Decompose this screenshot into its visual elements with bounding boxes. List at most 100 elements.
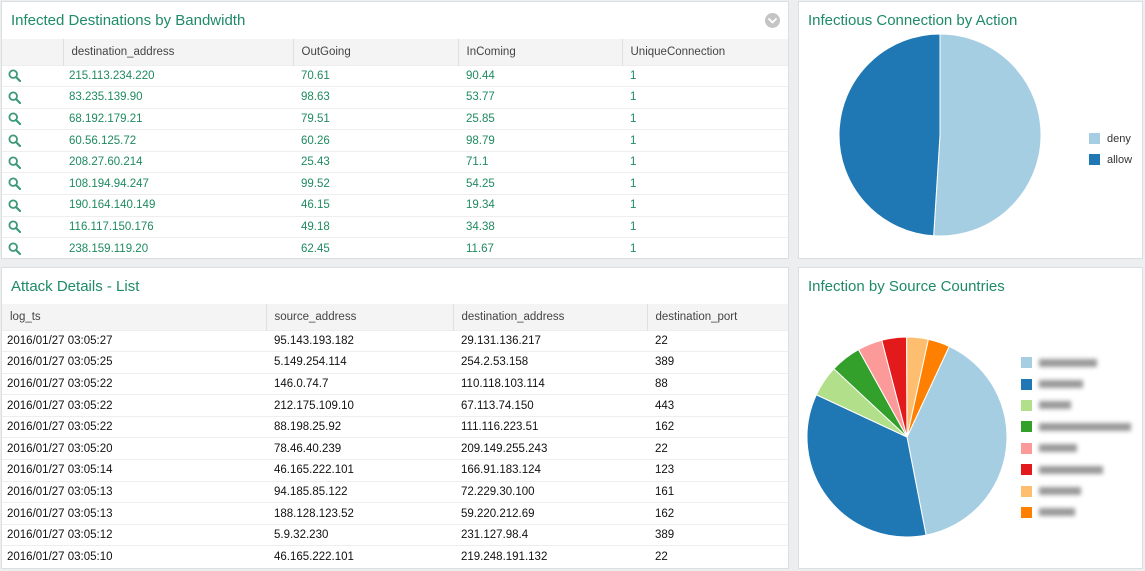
cell-destination-address: 111.116.223.51 <box>453 415 647 438</box>
cell-incoming: 53.77 <box>458 86 622 109</box>
cell-destination-address: 231.127.98.4 <box>453 523 647 546</box>
search-icon[interactable] <box>8 242 21 256</box>
cell-outgoing: 98.63 <box>293 86 458 109</box>
table-row: 60.56.125.72 60.26 98.79 1 <box>2 129 788 152</box>
legend-item-allow[interactable]: allow <box>1089 149 1132 170</box>
table-row: 2016/01/27 03:05:14 46.165.222.101 166.91.… <box>2 459 788 482</box>
search-icon[interactable] <box>8 177 21 191</box>
row-drilldown[interactable] <box>2 150 63 173</box>
bandwidth-panel-title: Infected Destinations by Bandwidth <box>11 12 246 29</box>
cell-destination-address: 209.149.255.243 <box>453 437 647 460</box>
cell-log-ts: 2016/01/27 03:05:14 <box>2 459 266 482</box>
cell-source-address: 212.175.109.10 <box>266 394 453 417</box>
cell-uniqueconnection: 1 <box>622 129 788 152</box>
row-drilldown[interactable] <box>2 172 63 195</box>
search-icon[interactable] <box>8 156 21 169</box>
cell-outgoing: 46.15 <box>293 194 458 217</box>
legend-item[interactable] <box>1021 416 1131 437</box>
legend-item[interactable] <box>1021 352 1131 373</box>
cell-destination-address: 72.229.30.100 <box>453 480 647 503</box>
cell-log-ts: 2016/01/27 03:05:27 <box>2 329 266 352</box>
row-drilldown[interactable] <box>2 64 63 87</box>
action-panel-title: Infectious Connection by Action <box>808 12 1018 29</box>
row-drilldown[interactable] <box>2 129 63 152</box>
cell-outgoing: 25.43 <box>293 150 458 173</box>
cell-source-address: 5.9.32.230 <box>266 523 453 546</box>
legend-swatch <box>1021 442 1032 454</box>
row-drilldown[interactable] <box>2 237 63 258</box>
column-header-uniqueconnection[interactable]: UniqueConnection <box>621 39 788 65</box>
legend-item-deny[interactable]: deny <box>1089 128 1132 149</box>
pie-slice-1[interactable] <box>806 394 927 538</box>
legend-item[interactable] <box>1021 480 1131 501</box>
search-icon[interactable] <box>8 220 21 234</box>
cell-source-address: 94.185.85.122 <box>266 480 453 503</box>
cell-destination-port: 88 <box>647 372 788 395</box>
search-icon[interactable] <box>8 134 21 148</box>
cell-incoming: 71.1 <box>458 150 622 173</box>
table-row: 208.27.60.214 25.43 71.1 1 <box>2 150 788 173</box>
row-drilldown[interactable] <box>2 86 63 109</box>
cell-destination-port: 22 <box>647 329 788 352</box>
pie-slice-7[interactable] <box>906 338 950 438</box>
cell-outgoing: 99.52 <box>293 172 458 195</box>
column-header-outgoing[interactable]: OutGoing <box>292 39 458 65</box>
row-drilldown[interactable] <box>2 215 63 238</box>
cell-destination-port: 389 <box>647 351 788 374</box>
countries-panel-title: Infection by Source Countries <box>808 278 1005 295</box>
attack-panel-title: Attack Details - List <box>11 278 140 295</box>
cell-uniqueconnection: 1 <box>622 172 788 195</box>
column-header-source-address[interactable]: source_address <box>265 304 453 330</box>
search-icon[interactable] <box>8 199 21 212</box>
cell-incoming: 19.34 <box>458 194 622 217</box>
legend-item[interactable] <box>1021 395 1131 416</box>
legend-swatch <box>1089 154 1100 165</box>
legend-label: deny <box>1107 132 1131 145</box>
pie-slice-allow[interactable] <box>838 33 941 237</box>
table-row: 2016/01/27 03:05:22 146.0.74.7 110.118.103… <box>2 372 788 395</box>
search-icon[interactable] <box>8 69 21 83</box>
chevron-down-icon[interactable] <box>765 13 780 28</box>
action-legend: deny allow <box>1089 128 1132 170</box>
legend-item[interactable] <box>1021 438 1131 459</box>
pie-slice-deny[interactable] <box>933 33 1042 237</box>
icon-column-header <box>2 39 63 65</box>
cell-destination-port: 162 <box>647 502 788 525</box>
cell-outgoing: 79.51 <box>293 107 458 130</box>
row-drilldown[interactable] <box>2 107 63 130</box>
cell-destination-port: 443 <box>647 394 788 417</box>
cell-log-ts: 2016/01/27 03:05:12 <box>2 523 266 546</box>
cell-destination-port: 389 <box>647 523 788 546</box>
column-header-log-ts[interactable]: log_ts <box>2 304 266 330</box>
search-icon[interactable] <box>8 91 21 104</box>
pie-slice-0[interactable] <box>906 345 1008 536</box>
countries-panel: Infection by Source Countries <box>798 267 1143 569</box>
legend-item[interactable] <box>1021 459 1131 480</box>
legend-item[interactable] <box>1021 373 1131 394</box>
column-header-incoming[interactable]: InComing <box>457 39 622 65</box>
table-row: 2016/01/27 03:05:25 5.149.254.114 254.2.53… <box>2 351 788 374</box>
cell-destination-address: 59.220.212.69 <box>453 502 647 525</box>
bandwidth-table: destination_address OutGoing InComing Uniqu… <box>2 39 788 258</box>
cell-destination-address: 215.113.234.220 <box>63 64 293 87</box>
legend-label-obscured <box>1039 487 1081 496</box>
legend-label-obscured <box>1039 401 1071 410</box>
column-header-destination-address[interactable]: destination_address <box>62 39 293 65</box>
cell-log-ts: 2016/01/27 03:05:22 <box>2 415 266 438</box>
cell-destination-address: 67.113.74.150 <box>453 394 647 417</box>
cell-destination-address: 238.159.119.20 <box>63 237 293 258</box>
search-icon[interactable] <box>8 112 21 126</box>
countries-legend <box>1021 352 1131 523</box>
action-panel: Infectious Connection by Action deny allo… <box>798 1 1143 259</box>
table-row: 2016/01/27 03:05:20 78.46.40.239 209.149.2… <box>2 437 788 460</box>
legend-item[interactable] <box>1021 502 1131 523</box>
column-header-destination-address[interactable]: destination_address <box>452 304 647 330</box>
legend-label-obscured <box>1039 508 1075 517</box>
cell-destination-address: 110.118.103.114 <box>453 372 647 395</box>
legend-label-obscured <box>1039 380 1083 389</box>
row-drilldown[interactable] <box>2 194 63 217</box>
legend-label-obscured <box>1039 465 1103 474</box>
column-header-destination-port[interactable]: destination_port <box>646 304 788 330</box>
table-row: 238.159.119.20 62.45 11.67 1 <box>2 237 788 258</box>
cell-outgoing: 60.26 <box>293 129 458 152</box>
